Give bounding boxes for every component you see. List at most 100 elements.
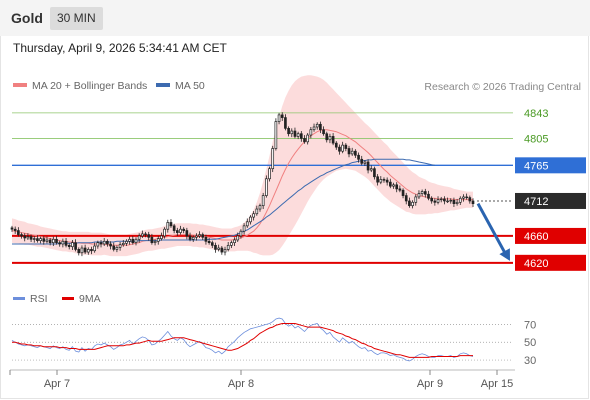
candle-body [376, 176, 379, 183]
candle-body [96, 242, 100, 247]
candle-body [325, 133, 329, 141]
candle-body [220, 247, 224, 253]
candle-body [93, 245, 96, 252]
candle-body [13, 228, 17, 231]
level-box-4712 [515, 192, 586, 209]
candle-body [144, 233, 147, 236]
candle-body [109, 243, 112, 247]
candle-body [258, 205, 262, 210]
candle-body [385, 179, 389, 183]
candle-body [334, 142, 338, 148]
candle-body [172, 225, 176, 231]
ma20-legend-label: MA 20 + Bollinger Bands [32, 80, 148, 92]
candle-body [433, 200, 437, 203]
asset-title: Gold [11, 10, 43, 26]
candle-body [217, 247, 220, 250]
candle-body [417, 193, 421, 198]
rsi-ma-line [12, 323, 473, 358]
candle-body [389, 181, 392, 187]
chart-datetime: Thursday, April 9, 2026 5:34:41 AM CET [13, 41, 227, 55]
candle-body [115, 247, 119, 250]
candle-body [452, 199, 456, 204]
bollinger-band [12, 75, 473, 257]
candle-body [185, 230, 189, 237]
candle-body [357, 154, 360, 160]
candle-body [341, 144, 344, 152]
candle-body [408, 200, 411, 207]
candle-body [398, 188, 402, 191]
candle-body [411, 201, 414, 207]
rsi-tick-70: 70 [524, 319, 536, 331]
ma20-swatch [13, 83, 27, 88]
candle-body [125, 240, 128, 244]
time-tick-label: Apr 7 [44, 378, 70, 390]
candle-body [147, 234, 151, 238]
candle-body [156, 238, 160, 242]
candle-body [471, 200, 475, 205]
candle-body [67, 244, 71, 248]
legend-ma50: MA 50 [156, 80, 205, 92]
candle-body [80, 247, 84, 254]
candle-body [106, 240, 109, 245]
legend-rsi: RSI [13, 293, 48, 305]
candle-body [17, 230, 20, 235]
candle-body [274, 121, 278, 149]
candle-body [137, 235, 141, 240]
timeframe-button[interactable]: 30 MIN [50, 7, 103, 30]
candle-body [449, 199, 453, 202]
candle-body [112, 245, 116, 250]
credit-text: Research © 2026 Trading Central [424, 81, 581, 93]
candle-body [344, 144, 348, 149]
candle-body [141, 233, 144, 237]
candle-body [77, 249, 81, 254]
level-label-4620: 4620 [524, 258, 548, 270]
candle-body [58, 242, 62, 245]
candle-body [265, 178, 268, 196]
candle-body [328, 136, 332, 141]
candle-body [179, 228, 182, 233]
candle-body [354, 150, 357, 156]
rsi-legend-label: RSI [30, 293, 48, 305]
candle-body [312, 126, 316, 131]
candle-body [26, 236, 30, 239]
candle-body [163, 228, 166, 237]
level-box-4765 [515, 157, 586, 174]
candle-body [226, 244, 230, 250]
candle-body [439, 198, 443, 201]
candle-body [427, 193, 430, 199]
candle-body [462, 196, 465, 199]
ma20-line [11, 129, 473, 246]
candle-body [366, 161, 370, 171]
candle-body [369, 168, 373, 171]
candle-body [61, 240, 65, 245]
candle-body [255, 208, 259, 215]
legend-ma20: MA 20 + Bollinger Bands [13, 80, 147, 92]
candle-body [176, 230, 179, 233]
candle-body [414, 196, 418, 203]
candle-body [29, 236, 33, 240]
candle-body [401, 189, 405, 196]
ma50-line [12, 158, 435, 245]
candle-body [309, 129, 313, 136]
candle-body [230, 242, 233, 246]
candle-body [458, 197, 462, 203]
candle-body [239, 230, 243, 237]
candle-body [303, 138, 306, 143]
level-label-4660: 4660 [524, 231, 548, 243]
candle-body [315, 123, 319, 128]
candle-body [468, 197, 472, 202]
candle-body [360, 158, 364, 164]
candle-body [392, 184, 395, 187]
candle-body [201, 234, 205, 238]
candle-body [71, 242, 74, 248]
candles [10, 112, 475, 257]
candle-body [102, 240, 106, 245]
candle-body [299, 133, 303, 139]
candle-body [331, 136, 335, 144]
candle-body [131, 238, 135, 243]
candle-body [204, 236, 208, 242]
candle-body [271, 148, 275, 170]
rsi-tick-50: 50 [524, 337, 536, 349]
candle-body [23, 235, 27, 239]
